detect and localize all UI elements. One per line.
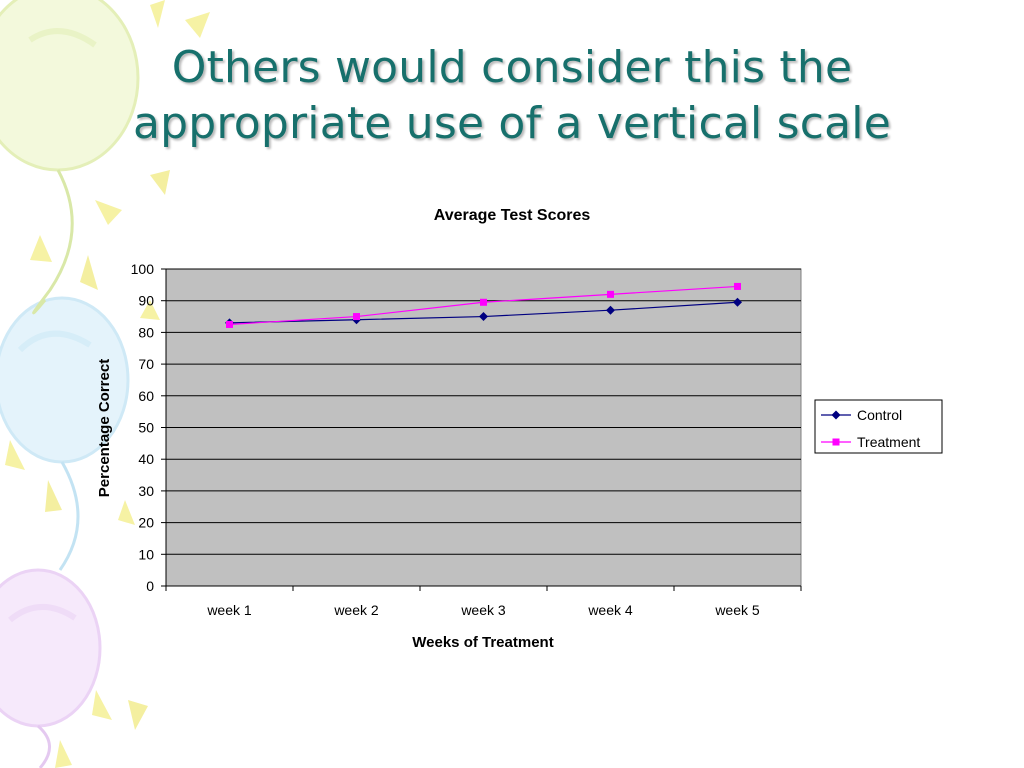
y-tick-label: 80: [138, 324, 154, 340]
treatment-point: [607, 290, 614, 298]
y-tick-label: 60: [138, 388, 154, 404]
diamond-marker-icon: [831, 410, 841, 420]
x-tick-label: week 3: [460, 602, 506, 618]
series-treatment: [226, 282, 741, 328]
x-tick-labels: week 1 week 2 week 3 week 4 week 5: [165, 586, 802, 618]
y-tick-label: 10: [138, 546, 154, 562]
y-axis-label: Percentage Correct: [96, 359, 113, 497]
x-axis-label: Weeks of Treatment: [412, 634, 553, 651]
legend-box: [814, 399, 943, 454]
control-point: [479, 312, 488, 322]
treatment-point: [353, 313, 360, 321]
legend-label: Treatment: [857, 434, 920, 450]
series: [225, 282, 742, 328]
x-tick-label: week 4: [587, 602, 633, 618]
chart-title: Average Test Scores: [434, 207, 591, 224]
slide-title-line-1: Others would consider this the: [171, 42, 853, 93]
x-tick-label: week 5: [714, 602, 760, 618]
legend-label: Control: [857, 407, 902, 423]
y-tick-label: 0: [146, 578, 154, 594]
legend-item-treatment: Treatment: [821, 434, 920, 450]
y-tick-label: 90: [138, 293, 154, 309]
control-point: [733, 297, 742, 307]
x-tick-label: week 2: [333, 602, 379, 618]
treatment-point: [480, 298, 487, 306]
treatment-point: [226, 320, 233, 328]
control-point: [606, 305, 615, 315]
y-tick-labels: 0 10 20 30 40 50 60 70 80 90 100: [131, 261, 166, 594]
y-tick-label: 20: [138, 515, 154, 531]
y-tick-label: 40: [138, 451, 154, 467]
slide-title: Others would consider this the appropria…: [0, 40, 1024, 152]
y-tick-label: 70: [138, 356, 154, 372]
slide-title-line-2: appropriate use of a vertical scale: [132, 98, 891, 149]
x-tick-label: week 1: [206, 602, 252, 618]
treatment-point: [734, 282, 741, 290]
y-tick-label: 100: [131, 261, 155, 277]
legend-item-control: Control: [821, 407, 902, 423]
legend: Control Treatment: [814, 399, 943, 454]
y-tick-label: 50: [138, 420, 154, 436]
y-tick-label: 30: [138, 483, 154, 499]
square-marker-icon: [832, 438, 840, 446]
